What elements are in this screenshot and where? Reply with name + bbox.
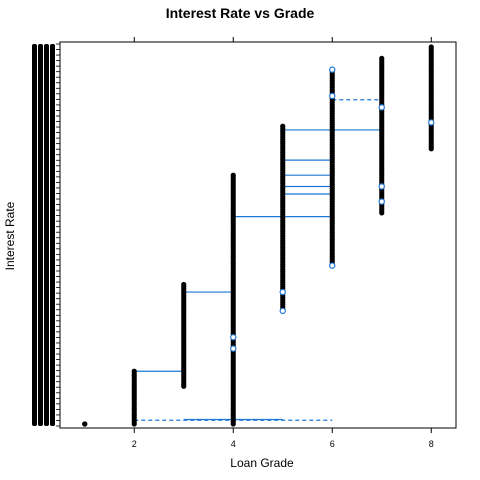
data-point <box>131 421 137 427</box>
link-lines <box>134 99 382 421</box>
y-tick-label-overlap <box>44 44 49 426</box>
y-tick-label-overlap <box>32 44 37 426</box>
x-tick-label: 6 <box>330 439 335 449</box>
blue-point <box>378 183 385 190</box>
y-axis-label: Interest Rate <box>3 201 17 270</box>
data-point <box>379 210 385 216</box>
blue-point <box>279 307 286 315</box>
data-point <box>181 383 187 389</box>
blue-point <box>230 345 237 352</box>
blue-point <box>329 262 336 269</box>
x-tick-label: 4 <box>231 439 236 449</box>
data-point <box>230 421 236 427</box>
y-axis-ticks <box>32 43 60 427</box>
y-tick-label-overlap <box>38 44 43 426</box>
blue-point <box>329 66 336 73</box>
x-tick-label: 8 <box>429 439 434 449</box>
data-point <box>428 146 434 152</box>
x-axis-ticks: 2 4 6 8 <box>132 37 434 449</box>
chart-title: Interest Rate vs Grade <box>166 5 315 21</box>
blue-point <box>279 288 286 296</box>
blue-point <box>378 198 385 205</box>
blue-point <box>378 104 385 111</box>
data-point <box>82 421 88 427</box>
y-tick-label-overlap <box>50 44 55 426</box>
data-points <box>82 44 435 427</box>
blue-point <box>329 92 336 100</box>
blue-point <box>230 334 237 341</box>
plot-frame <box>59 41 457 429</box>
x-axis-label: Loan Grade <box>230 456 294 470</box>
x-tick-label: 2 <box>132 439 137 449</box>
blue-point <box>428 119 435 126</box>
